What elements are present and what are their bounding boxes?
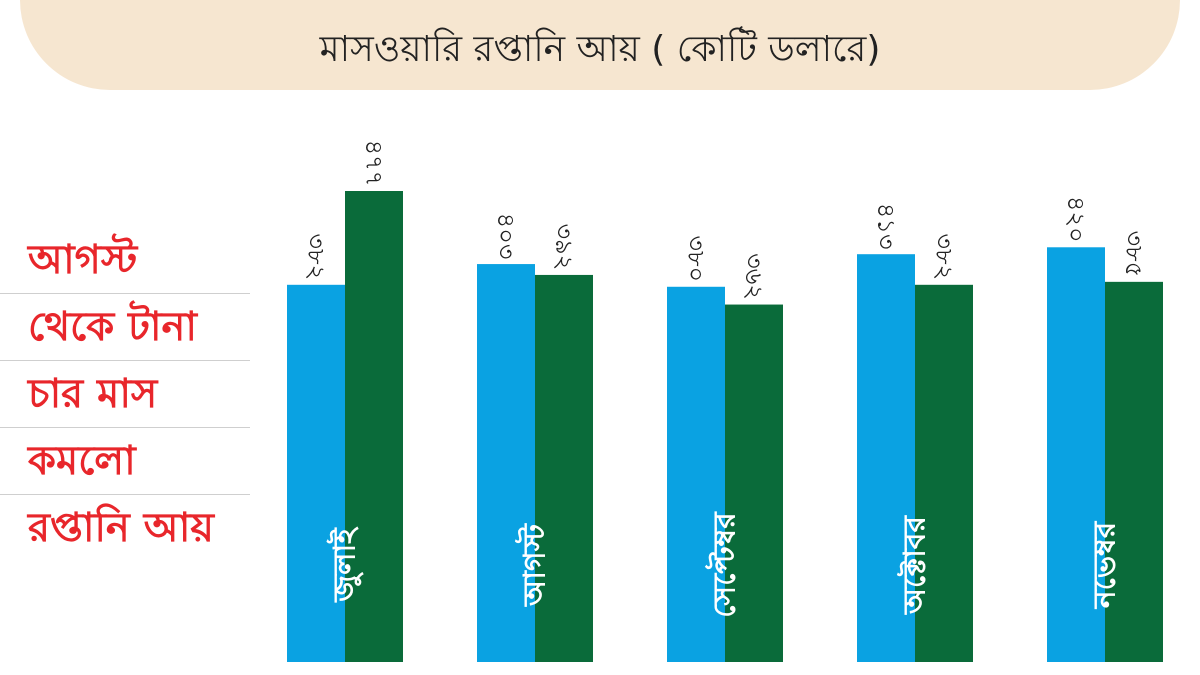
data-label: ৩৯২ — [550, 224, 578, 271]
category-label: সেপ্টেম্বর — [705, 511, 743, 618]
data-label: ৩৮২ — [302, 233, 330, 280]
title-banner — [20, 0, 1180, 90]
data-label: ৩৬২ — [740, 253, 768, 300]
bar-second-0 — [345, 191, 403, 662]
side-text-line: আগস্ট — [0, 227, 250, 294]
category-label: নভেম্বর — [1088, 520, 1123, 609]
side-text-list: আগস্ট থেকে টানা চার মাস কমলো রপ্তানি আয় — [0, 227, 250, 561]
data-label: ৪০৩ — [492, 213, 520, 260]
side-text-line: থেকে টানা — [0, 294, 250, 361]
bar-first-1 — [477, 264, 535, 662]
bar-second-2 — [725, 304, 783, 662]
bar-first-3 — [857, 254, 915, 663]
category-label: অক্টোবর — [897, 514, 933, 615]
data-label: ৩৮২ — [930, 233, 958, 280]
bar-first-0 — [287, 284, 345, 662]
bar-first-4 — [1047, 247, 1105, 662]
category-label: জুলাই — [327, 526, 364, 603]
category-label: আগস্ট — [515, 522, 553, 607]
bar-first-2 — [667, 286, 725, 662]
bar-second-3 — [915, 284, 973, 662]
side-text-line: কমলো — [0, 428, 250, 495]
bar-second-4 — [1105, 281, 1163, 662]
side-text-line: রপ্তানি আয় — [28, 505, 214, 551]
chart-title: মাসওয়ারি রপ্তানি আয় ( কোটি ডলারে) — [319, 29, 881, 70]
data-label: ৪২০ — [1062, 196, 1090, 243]
data-label: ৩৮০ — [682, 235, 710, 282]
data-label: ৪৭৭ — [360, 140, 388, 187]
data-label: ৩৮৫ — [1120, 230, 1148, 277]
data-label: ৪১৩ — [872, 203, 900, 250]
side-text-line: চার মাস — [0, 361, 250, 428]
bar-second-1 — [535, 274, 593, 662]
